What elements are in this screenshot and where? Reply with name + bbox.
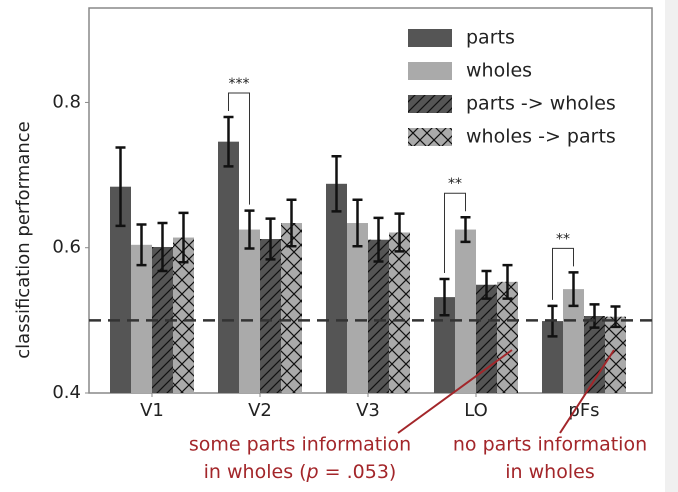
y-tick-label: 0.4 (52, 382, 81, 403)
bar-pattern (584, 316, 605, 393)
error-bar (244, 209, 255, 250)
x-tick-label: V3 (356, 400, 380, 421)
error-bar (136, 223, 147, 267)
error-bar (610, 305, 621, 329)
bar-pattern (173, 237, 194, 393)
bar (455, 229, 476, 393)
legend-swatch-pattern (408, 128, 452, 146)
error-bar (178, 211, 189, 264)
significance-label: ** (448, 176, 462, 192)
annotation-arrow (559, 349, 615, 434)
bar (131, 244, 152, 393)
legend-label: wholes -> parts (466, 126, 616, 148)
bar-pattern (605, 316, 626, 393)
annotation: in wholes (p = .053) (204, 461, 397, 483)
error-bar (394, 212, 405, 253)
bar-pattern (281, 223, 302, 393)
annotation: some parts information (189, 434, 411, 456)
bar (218, 141, 239, 393)
bar-pattern (476, 284, 497, 393)
bar (563, 289, 584, 393)
significance-label: ** (556, 231, 570, 247)
significance-label: *** (229, 76, 250, 92)
bar (110, 186, 131, 393)
bar-pattern (389, 232, 410, 393)
error-bar (223, 115, 234, 168)
bar-pattern (260, 239, 281, 393)
annotation: no parts information (453, 434, 647, 456)
y-axis-label: classification performance (13, 121, 34, 358)
significance-bracket (552, 247, 574, 300)
bar-pattern (497, 281, 518, 393)
error-bar (115, 146, 126, 228)
annotation-arrow (397, 349, 513, 434)
annotations: some parts information in wholes (p = .0… (189, 349, 647, 483)
legend-label: parts -> wholes (466, 93, 616, 115)
error-bar (439, 277, 450, 317)
error-bar (460, 215, 471, 244)
legend-swatch (408, 62, 452, 80)
scrollbar (665, 0, 678, 492)
error-bar (568, 271, 579, 308)
significance-bracket (228, 92, 250, 205)
error-bar (331, 154, 342, 213)
x-tick-label: LO (464, 400, 488, 421)
legend-label: parts (466, 27, 515, 49)
legend-swatch (408, 29, 452, 47)
error-bar (373, 216, 384, 263)
legend-label: wholes (466, 60, 532, 82)
legend-swatch-pattern (408, 95, 452, 113)
error-bar (157, 221, 168, 273)
error-bar (481, 269, 492, 300)
bar (326, 183, 347, 393)
bar-pattern (368, 239, 389, 393)
y-tick-label: 0.8 (52, 91, 81, 112)
x-tick-label: pFs (568, 400, 599, 421)
x-tick-label: V2 (248, 400, 272, 421)
error-bar (589, 303, 600, 329)
error-bar (286, 198, 297, 248)
error-bar (502, 263, 513, 300)
bar (542, 321, 563, 393)
error-bar (265, 217, 276, 261)
annotation: in wholes (505, 461, 594, 483)
bar-pattern (152, 246, 173, 393)
x-tick-label: V1 (140, 400, 164, 421)
bar (347, 223, 368, 393)
y-tick-label: 0.6 (52, 237, 81, 258)
bar (239, 229, 260, 393)
error-bar (352, 198, 363, 248)
significance-bracket (444, 192, 466, 273)
